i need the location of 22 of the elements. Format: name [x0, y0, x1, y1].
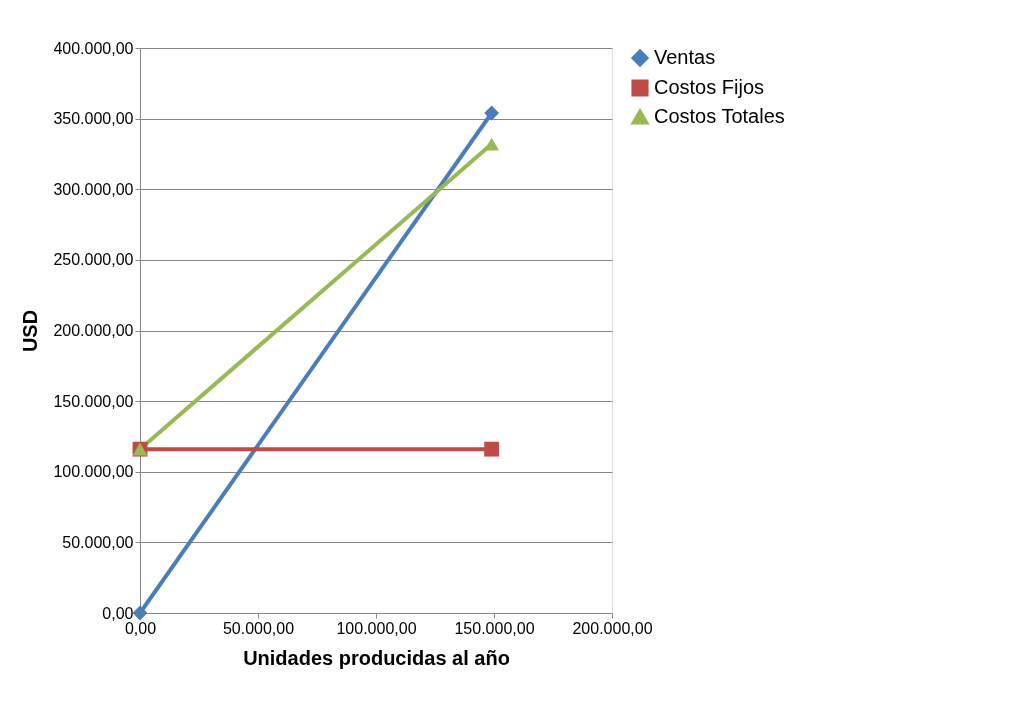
y-tick-label: 300.000,00 [53, 180, 134, 198]
y-tick-label: 50.000,00 [62, 533, 134, 551]
x-tick-label: 50.000,00 [222, 619, 295, 637]
x-tick-label: 150.000,00 [454, 619, 535, 637]
x-axis-title: Unidades producidas al año [243, 646, 510, 669]
point [484, 441, 500, 457]
y-tick-label: 350.000,00 [53, 110, 134, 128]
y-axis-title: USD [19, 309, 42, 353]
y-tick-label: 100.000,00 [53, 463, 134, 481]
x-tick-label: 200.000,00 [572, 619, 653, 637]
legend-label: Ventas [654, 46, 716, 68]
y-tick-label: 0,00 [102, 604, 134, 622]
legend-label: Costos Totales [654, 105, 785, 127]
y-tick-label: 150.000,00 [53, 392, 134, 410]
x-tick-label: 0,00 [124, 619, 157, 637]
y-tick-label: 200.000,00 [53, 322, 134, 339]
legend-label: Costos Fijos [654, 76, 765, 98]
point [132, 605, 148, 621]
point [484, 105, 500, 121]
y-tick-label: 400.000,00 [53, 39, 134, 57]
y-tick-label: 250.000,00 [53, 251, 134, 269]
x-tick-label: 100.000,00 [336, 619, 417, 637]
